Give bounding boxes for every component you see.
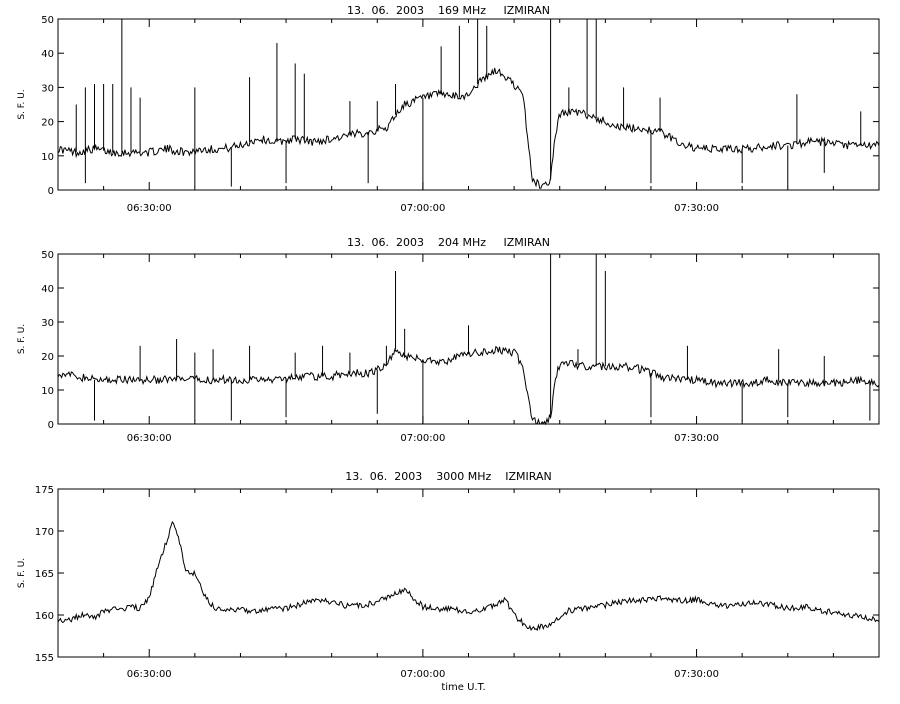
plot-frame [57,488,880,658]
y-tick-label: 50 [41,15,54,26]
y-tick-label: 0 [48,420,54,431]
x-axis-label: time U.T. [441,682,485,693]
panel-169mhz: 13. 06. 2003 169 MHz IZMIRAN S. F. U. 0 1… [17,4,880,214]
y-axis-label: S. F. U. [17,324,27,354]
y-tick-label: 165 [35,569,54,580]
x-tick-label: 07:00:00 [400,203,445,214]
y-tick-label: 20 [41,118,54,129]
x-tick-label: 06:30:00 [127,433,172,444]
panel-3000mhz: 13. 06. 2003 3000 MHz IZMIRAN S. F. U. t… [17,470,880,693]
x-tick-label: 07:30:00 [674,669,719,680]
y-tick-label: 160 [35,611,54,622]
x-tick-label: 07:30:00 [674,433,719,444]
y-tick-label: 30 [41,83,54,94]
y-tick-label: 0 [48,186,54,197]
x-tick-label: 07:00:00 [400,433,445,444]
y-tick-label: 20 [41,352,54,363]
y-tick-label: 40 [41,284,54,295]
y-tick-label: 170 [35,527,54,538]
y-tick-label: 10 [41,386,54,397]
x-tick-label: 06:30:00 [127,203,172,214]
series-line [57,345,880,426]
y-tick-label: 175 [35,485,54,496]
series-line [57,520,880,632]
series-line [57,67,880,189]
plot-frame [57,18,880,191]
y-tick-label: 10 [41,152,54,163]
chart-title: 13. 06. 2003 3000 MHz IZMIRAN [345,470,551,483]
chart-title: 13. 06. 2003 204 MHz IZMIRAN [347,236,550,249]
panel-204mhz: 13. 06. 2003 204 MHz IZMIRAN S. F. U. 0 1… [17,236,880,444]
chart-title: 13. 06. 2003 169 MHz IZMIRAN [347,4,550,17]
y-tick-label: 155 [35,653,54,664]
y-tick-label: 50 [41,250,54,261]
x-tick-label: 06:30:00 [127,669,172,680]
y-tick-label: 40 [41,49,54,60]
y-axis-label: S. F. U. [17,558,27,588]
x-tick-label: 07:30:00 [674,203,719,214]
y-tick-label: 30 [41,318,54,329]
x-tick-label: 07:00:00 [400,669,445,680]
y-axis-label: S. F. U. [17,89,27,119]
